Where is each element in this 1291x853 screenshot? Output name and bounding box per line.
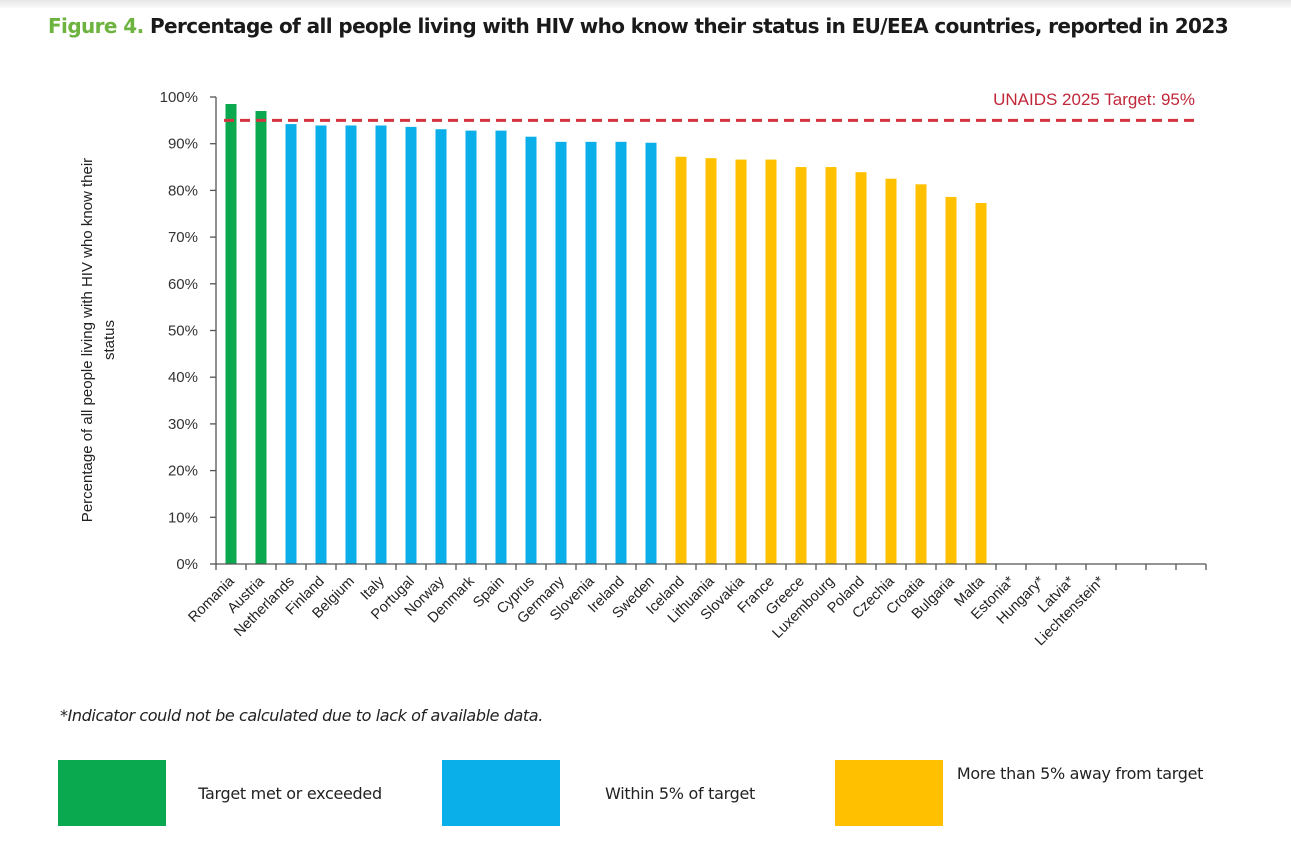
footnote: *Indicator could not be calculated due t… [60, 706, 543, 725]
y-axis-title-group: Percentage of all people living with HIV… [79, 158, 118, 522]
legend-label-within: Within 5% of target [605, 784, 755, 803]
y-tick-label: 10% [168, 509, 198, 526]
target-line-group: UNAIDS 2025 Target: 95% [224, 90, 1195, 122]
legend-label-met: Target met or exceeded [198, 784, 382, 803]
bar-cyprus [525, 136, 537, 564]
bar-finland [315, 125, 327, 564]
figure-label: Figure 4. [48, 14, 144, 38]
legend-swatch-away [835, 760, 943, 826]
bars [225, 104, 987, 565]
y-tick-label: 70% [168, 229, 198, 246]
y-axis-title-line-2: status [101, 320, 118, 360]
y-tick-label: 20% [168, 463, 198, 480]
bar-netherlands [285, 124, 297, 564]
y-tick-label: 60% [168, 276, 198, 293]
legend-label-away: More than 5% away from target [956, 764, 1204, 783]
figure-title: Figure 4. Percentage of all people livin… [48, 13, 1248, 39]
page-top-border [0, 0, 1291, 8]
figure-title-text: Percentage of all people living with HIV… [143, 14, 1229, 38]
y-axis: 0% 10% 20% 30% 40% 50% 60% 70% 80% 90% 100% [160, 89, 217, 573]
y-tick-label: 0% [176, 556, 198, 573]
bar-czechia [885, 178, 897, 564]
bar-slovakia [735, 159, 747, 564]
bar-italy [375, 125, 387, 564]
bar-luxembourg [825, 167, 837, 565]
bar-portugal [405, 126, 417, 564]
bar-norway [435, 129, 447, 564]
y-tick-label: 30% [168, 416, 198, 433]
bar-slovenia [585, 141, 597, 564]
bar-bulgaria [945, 196, 957, 565]
bar-chart: Percentage of all people living with HIV… [79, 89, 1207, 649]
bar-austria [255, 111, 267, 564]
bar-france [765, 159, 777, 564]
bar-ireland [615, 141, 627, 564]
bar-denmark [465, 130, 477, 564]
y-tick-label: 80% [168, 182, 198, 199]
legend-swatch-met [58, 760, 166, 826]
bar-greece [795, 167, 807, 565]
bar-malta [975, 203, 987, 564]
bar-sweden [645, 142, 657, 565]
y-tick-label: 100% [160, 89, 198, 106]
target-label: UNAIDS 2025 Target: 95% [993, 90, 1195, 109]
y-tick-label: 50% [168, 323, 198, 340]
y-tick-label: 90% [168, 136, 198, 153]
legend-swatch-within [442, 760, 560, 826]
bar-belgium [345, 125, 357, 564]
bar-germany [555, 141, 567, 564]
bar-poland [855, 172, 867, 564]
y-axis-title-line-1: Percentage of all people living with HIV… [79, 158, 96, 522]
bar-romania [225, 104, 237, 564]
y-tick-label: 40% [168, 369, 198, 386]
bar-lithuania [705, 158, 717, 564]
bar-iceland [675, 156, 687, 564]
bar-spain [495, 130, 507, 564]
bar-croatia [915, 184, 927, 565]
